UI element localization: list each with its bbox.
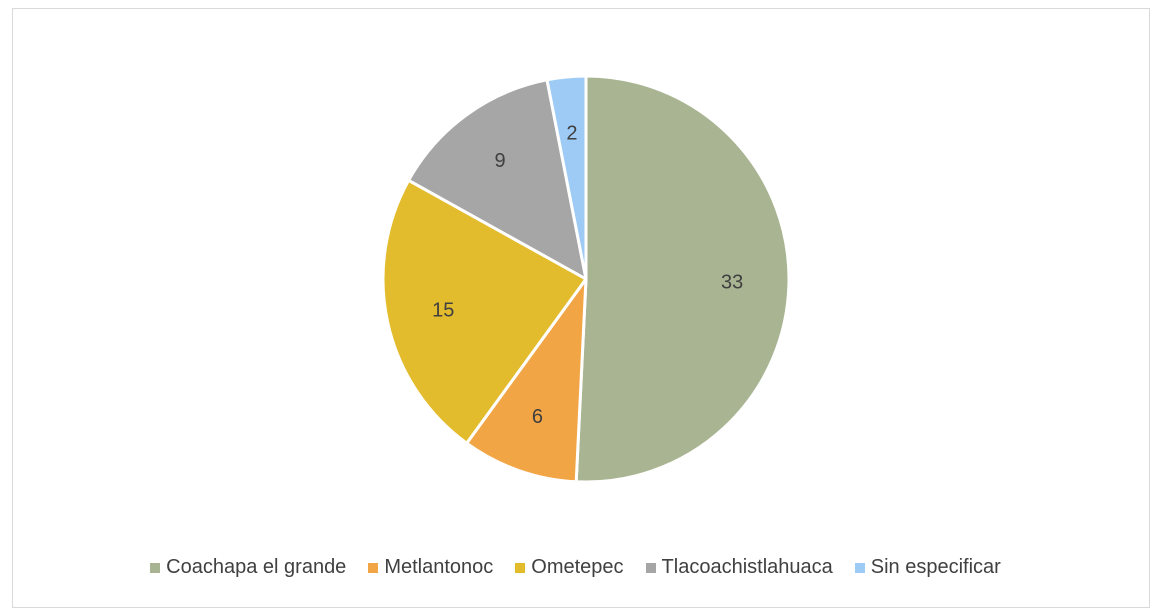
pie-slice-coachapa-el-grande (574, 74, 791, 484)
pie-slice-tlacoachistlahuaca (407, 78, 588, 281)
legend-label: Metlantonoc (384, 556, 494, 578)
data-label-ometepec: 15 (432, 300, 454, 322)
pie-slice-sin-especificar (545, 74, 588, 281)
legend-swatch (854, 562, 865, 573)
legend-label: Coachapa el grande (166, 556, 347, 578)
legend-swatch (515, 562, 526, 573)
legend-item-ometepec: Ometepec (515, 556, 624, 579)
legend-item-metlantonoc: Metlantonoc (368, 556, 493, 579)
data-label-coachapa-el-grande: 33 (721, 272, 743, 294)
data-label-metlantonoc: 6 (532, 406, 543, 428)
legend-item-coachapa-el-grande: Coachapa el grande (150, 556, 346, 579)
legend-swatch (645, 562, 656, 573)
pie-chart: 33 6 15 9 2 (381, 74, 791, 484)
data-label-sin-especificar: 2 (566, 123, 577, 145)
data-label-tlacoachistlahuaca: 9 (495, 150, 506, 172)
legend-swatch (368, 562, 379, 573)
legend-label: Tlacoachistlahuaca (661, 556, 833, 578)
legend-swatch (150, 562, 161, 573)
legend-label: Sin especificar (870, 556, 1001, 578)
chart-legend: Coachapa el grande Metlantonoc Ometepec Tla… (0, 556, 1151, 579)
pie-slice-metlantonoc (465, 277, 588, 484)
pie-slice-ometepec (381, 178, 588, 445)
legend-item-sin-especificar: Sin especificar (854, 556, 1001, 579)
legend-item-tlacoachistlahuaca: Tlacoachistlahuaca (645, 556, 833, 579)
legend-label: Ometepec (531, 556, 624, 578)
